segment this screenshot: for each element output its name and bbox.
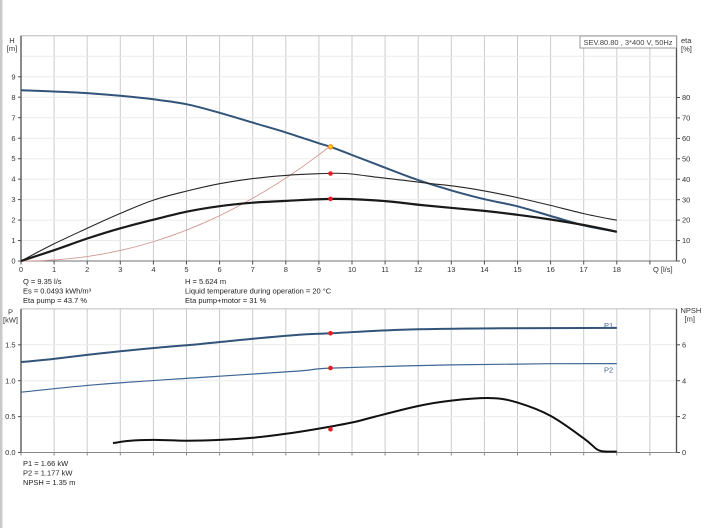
svg-text:17: 17 — [580, 265, 588, 274]
svg-text:Es = 0.0493 kWh/m³: Es = 0.0493 kWh/m³ — [23, 287, 92, 296]
svg-text:[kW]: [kW] — [3, 316, 18, 325]
svg-text:13: 13 — [447, 265, 455, 274]
svg-text:7: 7 — [251, 265, 255, 274]
svg-text:4: 4 — [151, 265, 155, 274]
svg-text:30: 30 — [682, 195, 690, 204]
svg-text:50: 50 — [682, 154, 690, 163]
svg-text:Liquid temperature during oper: Liquid temperature during operation = 20… — [185, 287, 332, 296]
svg-text:0.0: 0.0 — [5, 448, 15, 457]
svg-text:2: 2 — [682, 412, 686, 421]
svg-text:H = 5.624 m: H = 5.624 m — [185, 277, 226, 286]
svg-text:H: H — [9, 36, 14, 45]
svg-text:12: 12 — [414, 265, 422, 274]
svg-text:0: 0 — [682, 257, 686, 266]
svg-text:2: 2 — [85, 265, 89, 274]
svg-text:eta: eta — [681, 36, 692, 45]
svg-text:NPSH: NPSH — [681, 306, 702, 315]
svg-text:3: 3 — [11, 195, 15, 204]
svg-text:4: 4 — [682, 376, 686, 385]
svg-text:Q [l/s]: Q [l/s] — [653, 265, 673, 274]
svg-text:10: 10 — [348, 265, 356, 274]
svg-text:16: 16 — [546, 265, 554, 274]
svg-text:Q = 9.35 l/s: Q = 9.35 l/s — [23, 277, 62, 286]
svg-text:80: 80 — [682, 93, 690, 102]
svg-text:60: 60 — [682, 134, 690, 143]
svg-text:Eta pump+motor = 31 %: Eta pump+motor = 31 % — [185, 296, 267, 305]
svg-text:6: 6 — [682, 340, 686, 349]
svg-text:2: 2 — [11, 216, 15, 225]
svg-text:18: 18 — [613, 265, 621, 274]
svg-text:P2 = 1.177 kW: P2 = 1.177 kW — [23, 469, 73, 478]
svg-text:1.0: 1.0 — [5, 376, 15, 385]
svg-text:0.5: 0.5 — [5, 412, 15, 421]
svg-text:10: 10 — [682, 236, 690, 245]
svg-text:NPSH = 1.35 m: NPSH = 1.35 m — [23, 478, 75, 487]
svg-text:8: 8 — [284, 265, 288, 274]
svg-text:P2: P2 — [604, 366, 613, 375]
svg-text:6: 6 — [218, 265, 222, 274]
svg-text:Eta pump = 43.7 %: Eta pump = 43.7 % — [23, 296, 87, 305]
svg-text:4: 4 — [11, 175, 15, 184]
svg-text:14: 14 — [480, 265, 488, 274]
svg-text:5: 5 — [11, 154, 15, 163]
svg-text:20: 20 — [682, 216, 690, 225]
svg-text:0: 0 — [11, 257, 15, 266]
svg-text:[%]: [%] — [681, 45, 692, 54]
svg-text:[m]: [m] — [685, 315, 695, 324]
svg-text:1.5: 1.5 — [5, 340, 15, 349]
svg-text:1: 1 — [11, 236, 15, 245]
svg-text:6: 6 — [11, 134, 15, 143]
svg-text:5: 5 — [184, 265, 188, 274]
svg-text:7: 7 — [11, 113, 15, 122]
svg-text:70: 70 — [682, 114, 690, 123]
svg-text:P: P — [8, 307, 13, 316]
svg-text:40: 40 — [682, 175, 690, 184]
svg-text:P1 = 1.66 kW: P1 = 1.66 kW — [23, 459, 69, 468]
svg-text:0: 0 — [682, 448, 686, 457]
svg-text:8: 8 — [11, 93, 15, 102]
svg-text:9: 9 — [317, 265, 321, 274]
svg-text:11: 11 — [381, 265, 389, 274]
svg-text:[m]: [m] — [7, 44, 17, 53]
svg-text:9: 9 — [11, 72, 15, 81]
svg-text:15: 15 — [513, 265, 521, 274]
svg-text:1: 1 — [52, 265, 56, 274]
svg-text:0: 0 — [19, 265, 23, 274]
svg-text:3: 3 — [118, 265, 122, 274]
svg-text:SEV.80.80 , 3*400 V, 50Hz: SEV.80.80 , 3*400 V, 50Hz — [583, 38, 672, 47]
svg-text:P1: P1 — [604, 321, 613, 330]
